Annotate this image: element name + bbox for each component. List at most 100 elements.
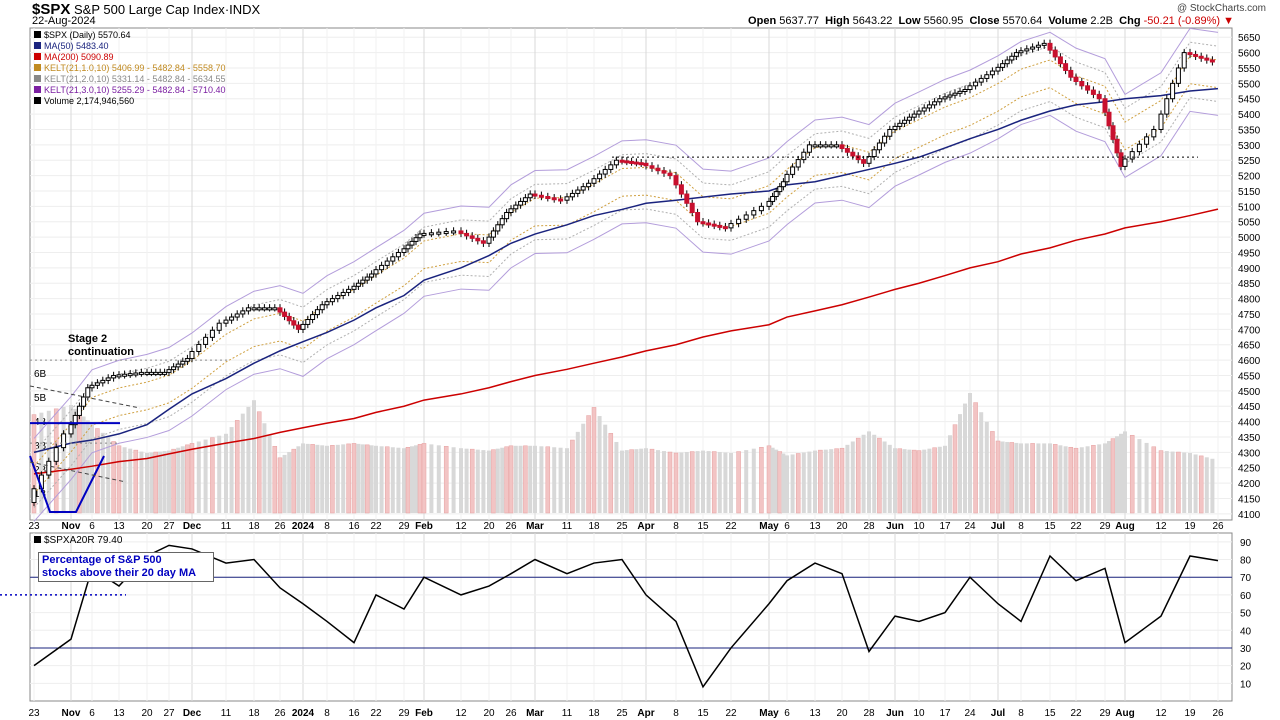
volume-bar <box>911 449 917 514</box>
volume-bar <box>539 446 544 513</box>
time-tick-label: 23 <box>28 521 40 532</box>
candle-body <box>967 85 973 90</box>
breadth-tick-label: 20 <box>1240 662 1252 673</box>
candle-body <box>111 374 117 379</box>
volume-bar <box>1176 451 1181 514</box>
candle-body <box>508 208 514 213</box>
breadth-tick-label: 90 <box>1240 538 1252 549</box>
volume-bar <box>1085 446 1090 513</box>
time-tick-label: 10 <box>913 708 925 719</box>
candle-body <box>638 162 644 166</box>
volume-bar <box>1107 441 1111 513</box>
volume-bar <box>210 437 215 514</box>
candle-body <box>1096 93 1102 100</box>
price-tick-label: 4650 <box>1238 341 1261 352</box>
price-tick-label: 5550 <box>1238 64 1261 75</box>
volume-bar <box>360 444 365 513</box>
candle-body <box>633 161 639 165</box>
time-tick-label: Aug <box>1115 521 1134 532</box>
candle-body <box>267 307 273 311</box>
candle-body <box>569 192 575 198</box>
time-tick-label: Dec <box>183 708 202 719</box>
candle-body <box>942 96 948 100</box>
candle-body <box>355 282 361 287</box>
volume-bar <box>629 449 634 514</box>
candle-body <box>286 315 292 322</box>
candle-body <box>245 307 251 312</box>
volume-bar <box>196 441 201 513</box>
candle-body <box>1158 113 1164 130</box>
candle-body <box>464 232 470 237</box>
price-tick-label: 4350 <box>1238 433 1261 444</box>
candle-body <box>256 307 262 311</box>
candle-body <box>127 373 133 377</box>
volume-bar <box>634 449 639 513</box>
volume-bar <box>310 444 315 514</box>
candle-body <box>861 159 867 164</box>
volume-bar <box>603 424 608 513</box>
volume-bar <box>469 448 475 514</box>
volume-value: 2.2B <box>1090 15 1114 27</box>
volume-bar <box>1115 436 1119 513</box>
volume-bar <box>1048 443 1052 513</box>
time-tick-label: 22 <box>1070 521 1082 532</box>
volume-bar <box>481 450 486 513</box>
price-tick-label: 5400 <box>1238 110 1261 121</box>
candle-body <box>46 460 52 476</box>
candle-body <box>1073 76 1079 83</box>
volume-bar <box>689 451 695 514</box>
candle-body <box>887 128 893 137</box>
volume-bar <box>272 446 278 514</box>
price-tick-label: 5050 <box>1238 218 1261 229</box>
candle-body <box>351 285 357 290</box>
time-tick-label: Jun <box>886 521 904 532</box>
volume-bar <box>291 448 297 514</box>
candle-body <box>1004 59 1010 65</box>
time-tick-label: 12 <box>1155 521 1167 532</box>
volume-bar <box>968 393 972 513</box>
candle-body <box>722 226 728 230</box>
candle-body <box>1193 53 1199 57</box>
volume-bar <box>823 449 828 513</box>
volume-bar <box>330 445 335 514</box>
price-tick-label: 4900 <box>1238 264 1261 275</box>
candle-body <box>189 350 195 360</box>
legend-swatch <box>34 64 41 71</box>
time-tick-label: 11 <box>562 708 573 719</box>
volume-bar <box>153 451 159 514</box>
candle-body <box>700 221 706 225</box>
candle-body <box>957 90 963 94</box>
time-tick-label: 22 <box>370 708 382 719</box>
candle-body <box>272 307 278 311</box>
stage-label: Stage 2 <box>68 333 108 345</box>
candle-body <box>790 166 796 175</box>
volume-bar <box>1073 447 1079 514</box>
volume-bar <box>1030 443 1035 514</box>
time-tick-label: Feb <box>415 521 433 532</box>
candle-body <box>551 197 557 201</box>
time-tick-label: 27 <box>163 708 175 719</box>
volume-bar <box>405 446 411 514</box>
volume-bar <box>500 447 505 513</box>
volume-bar <box>723 452 728 513</box>
candle-body <box>1198 55 1204 59</box>
time-tick-label: 6 <box>784 708 790 719</box>
time-tick-label: 24 <box>964 521 976 532</box>
volume-bar <box>224 433 228 513</box>
candle-body <box>223 319 229 324</box>
volume-bar <box>995 440 1001 514</box>
candle-body <box>335 295 341 300</box>
price-tick-label: 5250 <box>1238 156 1261 167</box>
volume-bar <box>656 450 660 513</box>
exchange: INDX <box>229 2 261 17</box>
candle-body <box>973 81 979 87</box>
candle-body <box>839 144 845 150</box>
breadth-tick-label: 50 <box>1240 609 1252 620</box>
price-tick-label: 5500 <box>1238 79 1261 90</box>
volume-bar <box>916 450 922 514</box>
volume-bar <box>90 424 94 513</box>
candle-body <box>203 336 209 345</box>
candle-body <box>1047 42 1053 51</box>
candle-body <box>817 144 823 148</box>
